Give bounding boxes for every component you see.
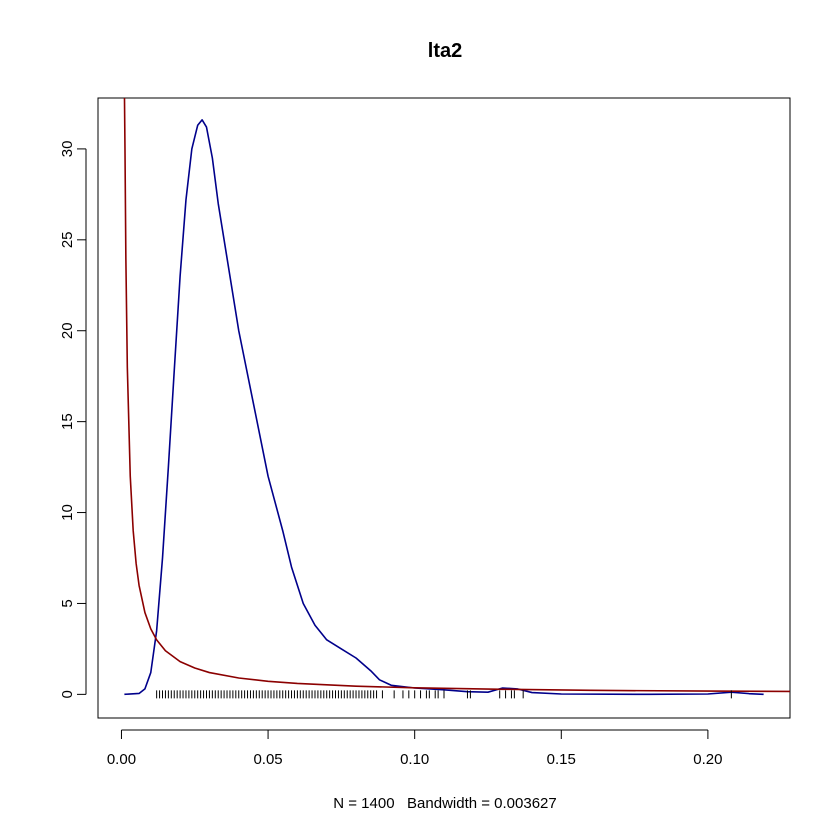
x-tick-label: 0.05 [253, 751, 282, 768]
x-tick-label: 0.15 [547, 751, 576, 768]
y-tick-label: 20 [59, 322, 76, 339]
density-line [124, 119, 764, 696]
x-axis: 0.00 0.05 0.10 0.15 0.20 [107, 729, 722, 768]
x-tick-label: 0.00 [107, 751, 136, 768]
rug-layer [156, 690, 732, 699]
chart-title: lta2 [428, 40, 462, 62]
y-tick-label: 0 [59, 690, 76, 698]
y-tick-label: 15 [59, 413, 76, 430]
x-axis-label: N = 1400 Bandwidth = 0.003627 [333, 795, 557, 812]
y-tick-label: 30 [59, 141, 76, 158]
y-tick-label: 5 [59, 599, 76, 607]
y-tick-label: 10 [59, 504, 76, 521]
x-tick-label: 0.10 [400, 751, 429, 768]
y-tick-label: 25 [59, 231, 76, 248]
reference-curve [123, 98, 790, 693]
y-axis: 0 5 10 15 20 25 30 [59, 141, 87, 699]
series-layer [123, 98, 790, 696]
x-tick-label: 0.20 [693, 751, 722, 768]
plot-frame [97, 97, 791, 719]
